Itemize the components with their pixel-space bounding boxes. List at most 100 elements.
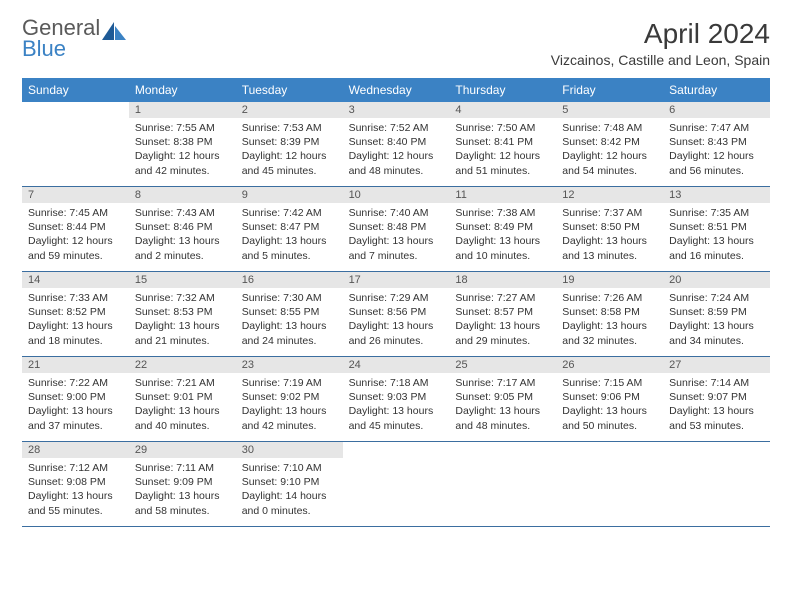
day-number: 3 bbox=[343, 102, 450, 118]
sunrise-text: Sunrise: 7:45 AM bbox=[28, 206, 123, 220]
daylight-text: Daylight: 13 hours and 50 minutes. bbox=[562, 404, 657, 432]
daylight-text: Daylight: 13 hours and 7 minutes. bbox=[349, 234, 444, 262]
sunset-text: Sunset: 8:57 PM bbox=[455, 305, 550, 319]
logo-word-blue: Blue bbox=[22, 36, 66, 61]
day-content: Sunrise: 7:33 AMSunset: 8:52 PMDaylight:… bbox=[22, 288, 129, 354]
sunset-text: Sunset: 9:02 PM bbox=[242, 390, 337, 404]
day-cell: 16Sunrise: 7:30 AMSunset: 8:55 PMDayligh… bbox=[236, 272, 343, 356]
day-content: Sunrise: 7:38 AMSunset: 8:49 PMDaylight:… bbox=[449, 203, 556, 269]
logo-sail-icon bbox=[102, 20, 128, 45]
day-content: Sunrise: 7:17 AMSunset: 9:05 PMDaylight:… bbox=[449, 373, 556, 439]
daylight-text: Daylight: 12 hours and 45 minutes. bbox=[242, 149, 337, 177]
weekday-header: Saturday bbox=[663, 78, 770, 102]
sunrise-text: Sunrise: 7:29 AM bbox=[349, 291, 444, 305]
sunrise-text: Sunrise: 7:35 AM bbox=[669, 206, 764, 220]
day-number: 4 bbox=[449, 102, 556, 118]
sunrise-text: Sunrise: 7:14 AM bbox=[669, 376, 764, 390]
day-cell: 28Sunrise: 7:12 AMSunset: 9:08 PMDayligh… bbox=[22, 442, 129, 526]
daylight-text: Daylight: 13 hours and 21 minutes. bbox=[135, 319, 230, 347]
weekday-header: Thursday bbox=[449, 78, 556, 102]
day-content: Sunrise: 7:32 AMSunset: 8:53 PMDaylight:… bbox=[129, 288, 236, 354]
day-cell: 20Sunrise: 7:24 AMSunset: 8:59 PMDayligh… bbox=[663, 272, 770, 356]
day-cell: 23Sunrise: 7:19 AMSunset: 9:02 PMDayligh… bbox=[236, 357, 343, 441]
day-number: 26 bbox=[556, 357, 663, 373]
sunset-text: Sunset: 8:52 PM bbox=[28, 305, 123, 319]
day-cell-empty bbox=[663, 442, 770, 526]
day-number: 12 bbox=[556, 187, 663, 203]
day-cell: 18Sunrise: 7:27 AMSunset: 8:57 PMDayligh… bbox=[449, 272, 556, 356]
day-cell: 26Sunrise: 7:15 AMSunset: 9:06 PMDayligh… bbox=[556, 357, 663, 441]
day-cell: 17Sunrise: 7:29 AMSunset: 8:56 PMDayligh… bbox=[343, 272, 450, 356]
day-number: 9 bbox=[236, 187, 343, 203]
day-content: Sunrise: 7:55 AMSunset: 8:38 PMDaylight:… bbox=[129, 118, 236, 184]
sunrise-text: Sunrise: 7:18 AM bbox=[349, 376, 444, 390]
day-content: Sunrise: 7:11 AMSunset: 9:09 PMDaylight:… bbox=[129, 458, 236, 524]
daylight-text: Daylight: 13 hours and 5 minutes. bbox=[242, 234, 337, 262]
daylight-text: Daylight: 13 hours and 16 minutes. bbox=[669, 234, 764, 262]
week-row: 28Sunrise: 7:12 AMSunset: 9:08 PMDayligh… bbox=[22, 442, 770, 527]
day-cell-empty bbox=[343, 442, 450, 526]
sunrise-text: Sunrise: 7:33 AM bbox=[28, 291, 123, 305]
day-content: Sunrise: 7:22 AMSunset: 9:00 PMDaylight:… bbox=[22, 373, 129, 439]
day-content: Sunrise: 7:43 AMSunset: 8:46 PMDaylight:… bbox=[129, 203, 236, 269]
daylight-text: Daylight: 13 hours and 13 minutes. bbox=[562, 234, 657, 262]
weeks-container: 1Sunrise: 7:55 AMSunset: 8:38 PMDaylight… bbox=[22, 102, 770, 527]
page-header: General Blue April 2024 Vizcainos, Casti… bbox=[22, 18, 770, 68]
sunset-text: Sunset: 8:55 PM bbox=[242, 305, 337, 319]
day-cell: 14Sunrise: 7:33 AMSunset: 8:52 PMDayligh… bbox=[22, 272, 129, 356]
daylight-text: Daylight: 13 hours and 53 minutes. bbox=[669, 404, 764, 432]
daylight-text: Daylight: 12 hours and 48 minutes. bbox=[349, 149, 444, 177]
day-cell: 5Sunrise: 7:48 AMSunset: 8:42 PMDaylight… bbox=[556, 102, 663, 186]
sunrise-text: Sunrise: 7:55 AM bbox=[135, 121, 230, 135]
daylight-text: Daylight: 13 hours and 58 minutes. bbox=[135, 489, 230, 517]
week-row: 14Sunrise: 7:33 AMSunset: 8:52 PMDayligh… bbox=[22, 272, 770, 357]
day-number: 28 bbox=[22, 442, 129, 458]
day-number: 7 bbox=[22, 187, 129, 203]
day-content: Sunrise: 7:27 AMSunset: 8:57 PMDaylight:… bbox=[449, 288, 556, 354]
sunset-text: Sunset: 9:10 PM bbox=[242, 475, 337, 489]
day-cell: 22Sunrise: 7:21 AMSunset: 9:01 PMDayligh… bbox=[129, 357, 236, 441]
weekday-header: Monday bbox=[129, 78, 236, 102]
weekday-header-row: Sunday Monday Tuesday Wednesday Thursday… bbox=[22, 78, 770, 102]
daylight-text: Daylight: 12 hours and 51 minutes. bbox=[455, 149, 550, 177]
sunrise-text: Sunrise: 7:52 AM bbox=[349, 121, 444, 135]
sunset-text: Sunset: 9:09 PM bbox=[135, 475, 230, 489]
sunrise-text: Sunrise: 7:15 AM bbox=[562, 376, 657, 390]
day-cell: 8Sunrise: 7:43 AMSunset: 8:46 PMDaylight… bbox=[129, 187, 236, 271]
day-number: 10 bbox=[343, 187, 450, 203]
daylight-text: Daylight: 13 hours and 10 minutes. bbox=[455, 234, 550, 262]
sunrise-text: Sunrise: 7:48 AM bbox=[562, 121, 657, 135]
day-content: Sunrise: 7:19 AMSunset: 9:02 PMDaylight:… bbox=[236, 373, 343, 439]
day-number: 22 bbox=[129, 357, 236, 373]
sunset-text: Sunset: 9:05 PM bbox=[455, 390, 550, 404]
day-cell: 24Sunrise: 7:18 AMSunset: 9:03 PMDayligh… bbox=[343, 357, 450, 441]
day-cell: 12Sunrise: 7:37 AMSunset: 8:50 PMDayligh… bbox=[556, 187, 663, 271]
day-content: Sunrise: 7:53 AMSunset: 8:39 PMDaylight:… bbox=[236, 118, 343, 184]
day-number: 30 bbox=[236, 442, 343, 458]
day-cell: 3Sunrise: 7:52 AMSunset: 8:40 PMDaylight… bbox=[343, 102, 450, 186]
daylight-text: Daylight: 13 hours and 48 minutes. bbox=[455, 404, 550, 432]
sunset-text: Sunset: 8:40 PM bbox=[349, 135, 444, 149]
day-number: 21 bbox=[22, 357, 129, 373]
day-content: Sunrise: 7:45 AMSunset: 8:44 PMDaylight:… bbox=[22, 203, 129, 269]
sunrise-text: Sunrise: 7:32 AM bbox=[135, 291, 230, 305]
sunrise-text: Sunrise: 7:37 AM bbox=[562, 206, 657, 220]
day-content: Sunrise: 7:52 AMSunset: 8:40 PMDaylight:… bbox=[343, 118, 450, 184]
weekday-header: Friday bbox=[556, 78, 663, 102]
sunset-text: Sunset: 9:08 PM bbox=[28, 475, 123, 489]
week-row: 21Sunrise: 7:22 AMSunset: 9:00 PMDayligh… bbox=[22, 357, 770, 442]
title-block: April 2024 Vizcainos, Castille and Leon,… bbox=[551, 18, 770, 68]
daylight-text: Daylight: 13 hours and 18 minutes. bbox=[28, 319, 123, 347]
sunrise-text: Sunrise: 7:21 AM bbox=[135, 376, 230, 390]
day-cell: 27Sunrise: 7:14 AMSunset: 9:07 PMDayligh… bbox=[663, 357, 770, 441]
day-cell: 21Sunrise: 7:22 AMSunset: 9:00 PMDayligh… bbox=[22, 357, 129, 441]
sunrise-text: Sunrise: 7:47 AM bbox=[669, 121, 764, 135]
day-content: Sunrise: 7:48 AMSunset: 8:42 PMDaylight:… bbox=[556, 118, 663, 184]
sunrise-text: Sunrise: 7:53 AM bbox=[242, 121, 337, 135]
day-content: Sunrise: 7:18 AMSunset: 9:03 PMDaylight:… bbox=[343, 373, 450, 439]
day-cell: 6Sunrise: 7:47 AMSunset: 8:43 PMDaylight… bbox=[663, 102, 770, 186]
daylight-text: Daylight: 12 hours and 42 minutes. bbox=[135, 149, 230, 177]
sunrise-text: Sunrise: 7:22 AM bbox=[28, 376, 123, 390]
sunrise-text: Sunrise: 7:24 AM bbox=[669, 291, 764, 305]
day-cell: 7Sunrise: 7:45 AMSunset: 8:44 PMDaylight… bbox=[22, 187, 129, 271]
